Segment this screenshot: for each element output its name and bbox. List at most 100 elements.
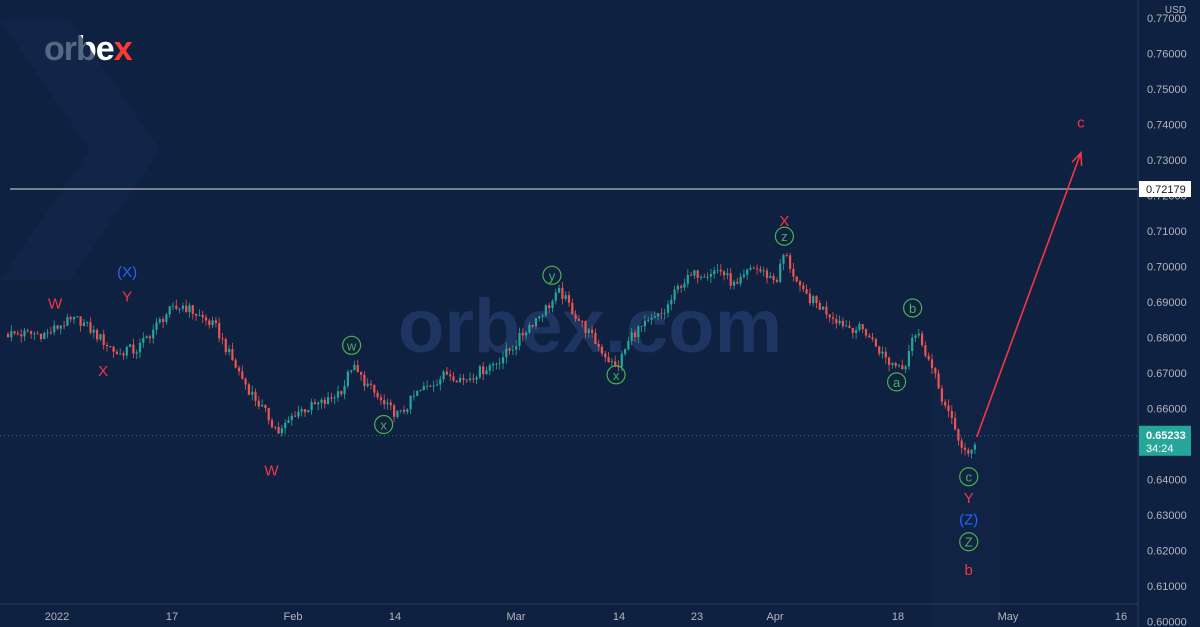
candle-body xyxy=(884,351,887,358)
candle-body xyxy=(881,351,884,354)
candle-body xyxy=(455,380,458,383)
candle-body xyxy=(53,325,56,333)
candle-body xyxy=(399,409,402,411)
candle-body xyxy=(376,392,379,398)
candle-body xyxy=(868,335,871,338)
projection-arrow-head xyxy=(1071,150,1083,166)
candle-body xyxy=(960,440,963,448)
projection-arrow xyxy=(975,152,1082,438)
candle-body xyxy=(769,276,772,279)
candle-body xyxy=(16,333,19,335)
candle-body xyxy=(30,331,33,334)
candle-body xyxy=(739,276,742,284)
candle-body xyxy=(855,329,858,334)
candle-body xyxy=(46,332,49,334)
candle-body xyxy=(142,338,145,343)
candle-body xyxy=(548,305,551,309)
candle-body xyxy=(551,300,554,309)
candle-body xyxy=(845,325,848,327)
candle-body xyxy=(317,402,320,405)
candle-body xyxy=(287,420,290,423)
y-tick-label: 0.68000 xyxy=(1147,332,1187,344)
candle-body xyxy=(947,405,950,411)
candle-body xyxy=(393,405,396,417)
candle-body xyxy=(620,353,623,367)
candle-body xyxy=(303,409,307,413)
x-tick-label: 14 xyxy=(613,611,625,623)
candle-body xyxy=(363,374,366,387)
wave-label: X xyxy=(98,363,108,380)
candle-body xyxy=(640,326,643,328)
candle-body xyxy=(462,377,465,380)
candle-body xyxy=(63,325,66,327)
candle-body xyxy=(627,340,630,350)
level-price-label: 0.72179 xyxy=(1146,184,1186,196)
wave-label-circle xyxy=(903,298,923,318)
candle-body xyxy=(604,353,607,358)
x-tick-label: Apr xyxy=(766,611,783,623)
candle-body xyxy=(366,383,369,387)
candle-body xyxy=(973,444,976,450)
candle-body xyxy=(168,306,171,315)
candle-body xyxy=(432,385,435,387)
candle-body xyxy=(59,325,62,329)
wave-label: b xyxy=(965,562,973,579)
candle-body xyxy=(808,293,811,304)
candle-body xyxy=(468,378,472,381)
candle-body xyxy=(610,361,613,363)
price-axis[interactable] xyxy=(1138,0,1200,627)
candle-body xyxy=(719,269,722,272)
candle-body xyxy=(716,269,719,271)
candle-body xyxy=(944,401,947,406)
candle-body xyxy=(251,391,254,395)
candle-body xyxy=(43,332,46,340)
y-tick-label: 0.67000 xyxy=(1147,368,1187,380)
candle-body xyxy=(485,370,488,374)
wave-label: Y xyxy=(122,289,132,306)
candle-body xyxy=(152,329,155,339)
candle-body xyxy=(904,366,907,370)
candle-body xyxy=(525,332,528,336)
candle-body xyxy=(419,390,422,391)
candle-body xyxy=(66,317,69,326)
candle-body xyxy=(488,365,491,371)
candle-body xyxy=(746,269,749,275)
candle-body xyxy=(822,306,825,310)
candle-body xyxy=(360,371,363,375)
candle-body xyxy=(736,281,739,284)
candle-body xyxy=(353,365,356,371)
candle-body xyxy=(350,370,353,372)
candle-body xyxy=(336,391,340,398)
candle-body xyxy=(762,270,765,272)
wave-label: X xyxy=(779,213,789,230)
x-tick-label: 17 xyxy=(166,611,178,623)
candle-body xyxy=(729,273,732,286)
candle-body xyxy=(465,379,468,381)
candle-body xyxy=(501,357,505,364)
candle-body xyxy=(706,276,709,278)
candle-body xyxy=(911,337,914,352)
candle-body xyxy=(416,390,419,396)
wave-label: Z xyxy=(965,535,973,550)
candle-body xyxy=(818,303,821,310)
candle-body xyxy=(284,422,287,429)
candle-body xyxy=(759,269,762,272)
candle-body xyxy=(756,268,759,270)
level-price-box xyxy=(1139,181,1191,198)
candle-body xyxy=(119,353,122,355)
candle-body xyxy=(102,334,105,345)
candle-body xyxy=(653,316,656,318)
candle-body xyxy=(76,316,79,318)
wave-label: x xyxy=(613,368,620,383)
candle-body xyxy=(643,320,646,327)
candle-body xyxy=(264,404,267,409)
candle-body xyxy=(402,409,406,412)
candle-body xyxy=(657,313,660,317)
candle-body xyxy=(637,326,640,338)
candle-body xyxy=(726,273,729,276)
candle-body xyxy=(954,418,957,430)
candle-body xyxy=(511,349,514,351)
candle-body xyxy=(812,296,815,304)
